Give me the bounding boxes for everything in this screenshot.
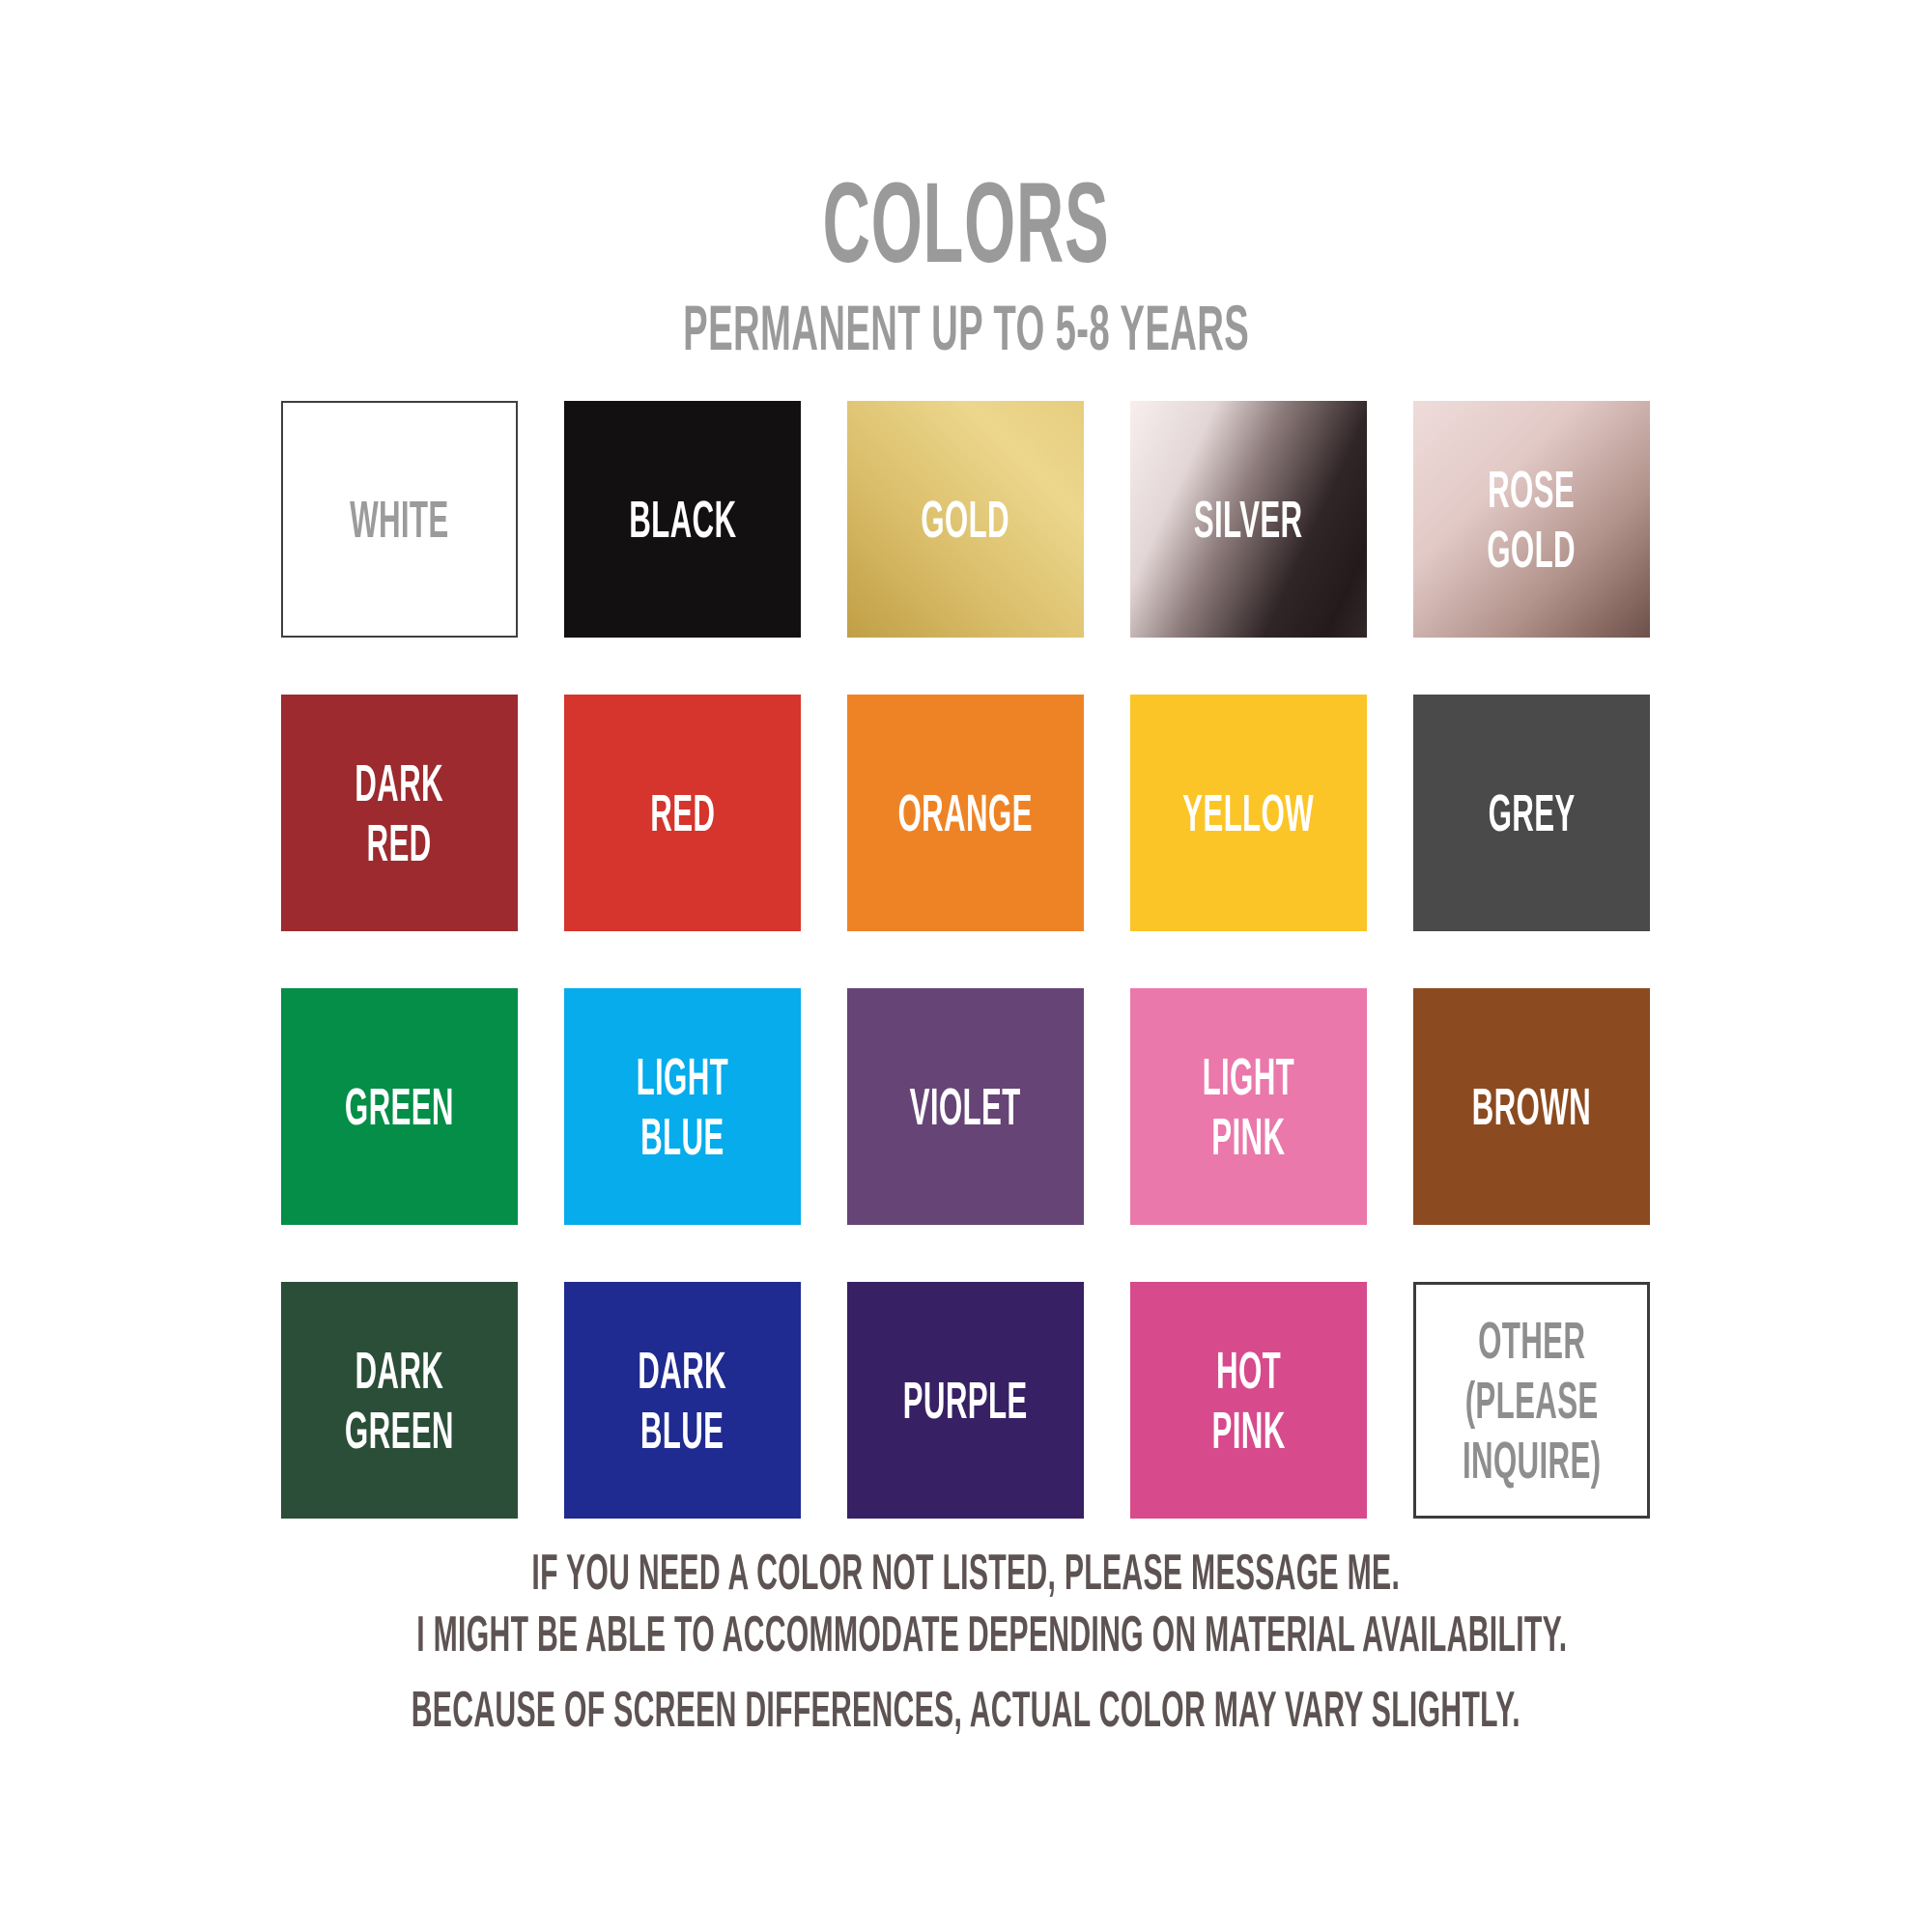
swatch-hot-pink: HOT PINK [1130,1282,1367,1519]
swatch-violet: VIOLET [847,988,1084,1225]
swatch-label: SILVER [1194,490,1303,549]
swatch-label: RED [649,783,716,842]
page-title: COLORS [0,155,1932,292]
swatch-rose-gold: ROSE GOLD [1413,401,1650,638]
swatch-label: DARK RED [355,753,444,872]
swatch-dark-blue: DARK BLUE [564,1282,801,1519]
swatch-light-blue: LIGHT BLUE [564,988,801,1225]
swatch-label: OTHER (PLEASE INQUIRE) [1462,1311,1602,1490]
swatch-label: HOT PINK [1211,1341,1286,1460]
swatch-dark-green: DARK GREEN [281,1282,518,1519]
footer-note-line2: I MIGHT BE ABLE TO ACCOMMODATE DEPENDING… [416,1606,1568,1662]
swatch-purple: PURPLE [847,1282,1084,1519]
swatch-label: ORANGE [897,783,1034,842]
swatch-label: GREEN [345,1077,454,1136]
swatch-label: PURPLE [903,1371,1028,1430]
swatch-light-pink: LIGHT PINK [1130,988,1367,1225]
footer-note-line1: IF YOU NEED A COLOR NOT LISTED, PLEASE M… [531,1545,1401,1601]
swatch-label: VIOLET [909,1077,1021,1136]
swatch-white: WHITE [281,401,518,638]
swatch-label: BLACK [628,490,737,549]
swatch-dark-red: DARK RED [281,695,518,931]
swatch-label: GREY [1488,783,1576,842]
swatch-label: YELLOW [1182,783,1315,842]
swatch-gold: GOLD [847,401,1084,638]
swatch-label: ROSE GOLD [1487,460,1577,579]
swatch-yellow: YELLOW [1130,695,1367,931]
swatch-label: WHITE [350,490,449,549]
color-swatch-grid: WHITE BLACK GOLD SILVER ROSE GOLD DARK R… [281,401,1650,1519]
footer-note-availability: IF YOU NEED A COLOR NOT LISTED, PLEASE M… [0,1542,1932,1665]
swatch-label: DARK GREEN [345,1341,454,1460]
page-subtitle: PERMANENT UP TO 5-8 YEARS [0,290,1932,366]
swatch-label: LIGHT BLUE [636,1047,729,1166]
page-subtitle-text: PERMANENT UP TO 5-8 YEARS [682,292,1250,363]
footer-note-line3: BECAUSE OF SCREEN DIFFERENCES, ACTUAL CO… [411,1682,1521,1738]
swatch-label: GOLD [921,490,1010,549]
page-title-text: COLORS [822,159,1110,287]
swatch-black: BLACK [564,401,801,638]
swatch-label: BROWN [1471,1077,1592,1136]
swatch-red: RED [564,695,801,931]
swatch-silver: SILVER [1130,401,1367,638]
swatch-other: OTHER (PLEASE INQUIRE) [1413,1282,1650,1519]
swatch-label: DARK BLUE [638,1341,727,1460]
swatch-brown: BROWN [1413,988,1650,1225]
footer-note-color-variance: BECAUSE OF SCREEN DIFFERENCES, ACTUAL CO… [0,1679,1932,1741]
swatch-grey: GREY [1413,695,1650,931]
swatch-label: LIGHT PINK [1202,1047,1295,1166]
swatch-orange: ORANGE [847,695,1084,931]
swatch-green: GREEN [281,988,518,1225]
